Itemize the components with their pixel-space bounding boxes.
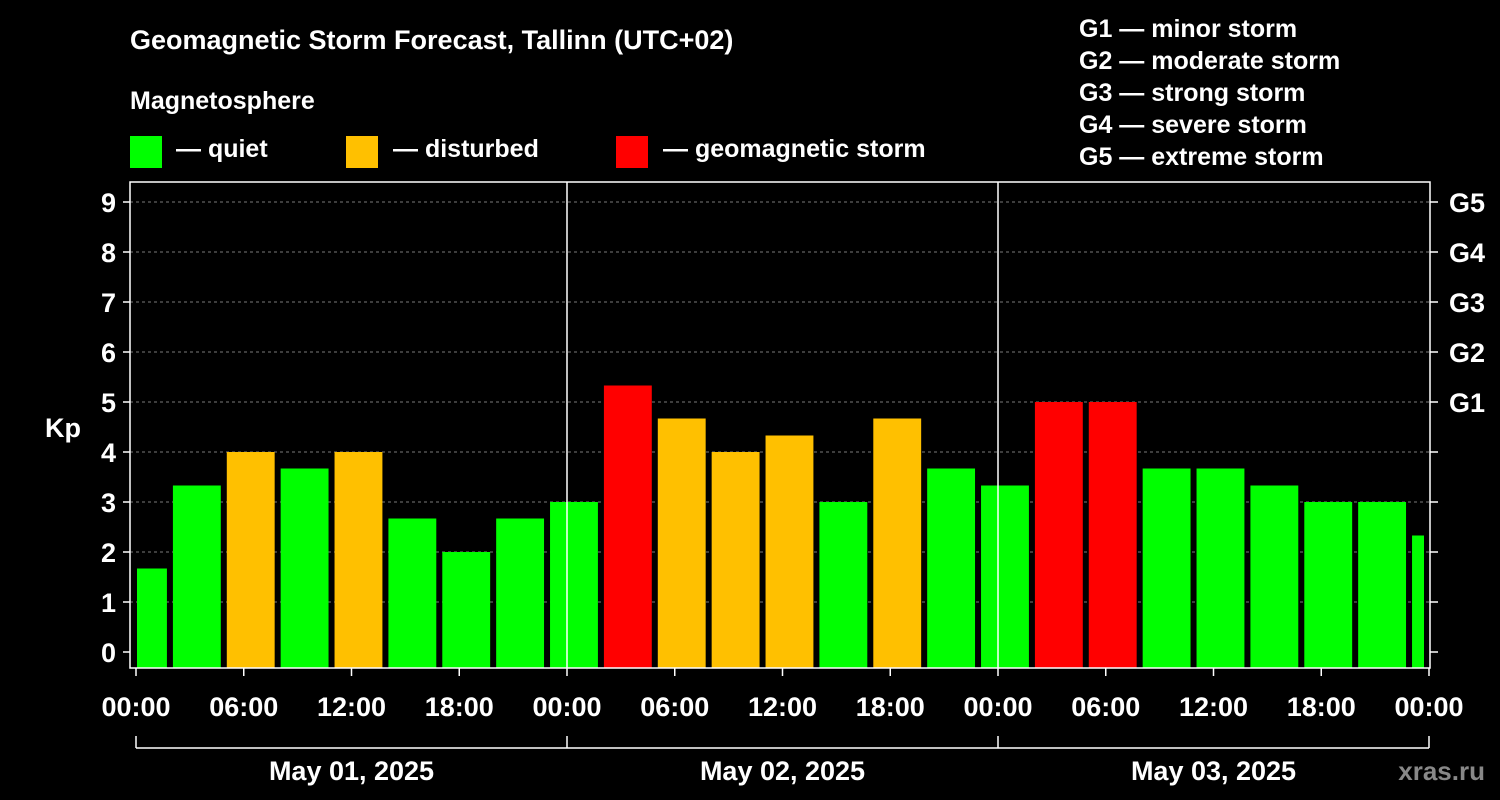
bar-24-quiet xyxy=(1412,535,1424,668)
bar-2-disturbed xyxy=(226,452,275,668)
x-tick-label-2: 12:00 xyxy=(317,692,386,722)
bar-20-quiet xyxy=(1196,468,1245,668)
x-tick-label-0: 00:00 xyxy=(101,692,170,722)
y-tick-label-5: 5 xyxy=(101,388,116,418)
x-tick-label-9: 06:00 xyxy=(1071,692,1140,722)
bar-21-quiet xyxy=(1250,485,1299,668)
y-tick-label-0: 0 xyxy=(101,638,116,668)
bar-0-quiet xyxy=(137,568,167,668)
x-tick-label-6: 12:00 xyxy=(748,692,817,722)
bar-17-storm xyxy=(1034,402,1083,668)
bars xyxy=(137,385,1424,668)
y-tick-label-4: 4 xyxy=(101,438,116,468)
storm-level-g1: G1 — minor storm xyxy=(1079,15,1297,43)
legend-title: Magnetosphere xyxy=(130,87,315,115)
right-tick-label-g4: G4 xyxy=(1449,238,1485,268)
bar-15-quiet xyxy=(927,468,976,668)
day-label-2: May 03, 2025 xyxy=(1131,756,1296,786)
y-tick-label-1: 1 xyxy=(101,588,116,618)
x-tick-label-7: 18:00 xyxy=(856,692,925,722)
right-tick-label-g3: G3 xyxy=(1449,288,1485,318)
y-tick-label-9: 9 xyxy=(101,188,116,218)
bar-3-quiet xyxy=(280,468,329,668)
x-tick-label-1: 06:00 xyxy=(209,692,278,722)
x-tick-label-8: 00:00 xyxy=(963,692,1032,722)
x-tick-label-3: 18:00 xyxy=(425,692,494,722)
bar-1-quiet xyxy=(172,485,221,668)
bar-14-disturbed xyxy=(873,418,922,668)
y-tick-label-7: 7 xyxy=(101,288,116,318)
bar-22-quiet xyxy=(1304,502,1353,668)
bar-19-quiet xyxy=(1142,468,1191,668)
bar-5-quiet xyxy=(388,518,437,668)
day-label-1: May 02, 2025 xyxy=(700,756,865,786)
x-tick-label-10: 12:00 xyxy=(1179,692,1248,722)
storm-level-g4: G4 — severe storm xyxy=(1079,111,1307,139)
bar-6-quiet xyxy=(442,552,491,668)
y-tick-label-2: 2 xyxy=(101,538,116,568)
bar-16-quiet xyxy=(981,485,1029,668)
storm-level-g2: G2 — moderate storm xyxy=(1079,47,1340,75)
bar-18-storm xyxy=(1088,402,1137,668)
legend-label-disturbed: — disturbed xyxy=(393,135,539,163)
x-tick-label-11: 18:00 xyxy=(1287,692,1356,722)
chart-title: Geomagnetic Storm Forecast, Tallinn (UTC… xyxy=(130,25,733,55)
bar-4-disturbed xyxy=(334,452,383,668)
bar-12-disturbed xyxy=(765,435,814,668)
bar-7-quiet xyxy=(496,518,545,668)
legend-swatch-quiet xyxy=(130,136,162,168)
x-tick-label-4: 00:00 xyxy=(532,692,601,722)
watermark: xras.ru xyxy=(1398,756,1485,786)
y-tick-label-8: 8 xyxy=(101,238,116,268)
y-axis-label: Kp xyxy=(45,413,81,443)
right-tick-label-g1: G1 xyxy=(1449,388,1485,418)
legend-swatch-disturbed xyxy=(346,136,378,168)
bar-9-storm xyxy=(603,385,652,668)
bar-23-quiet xyxy=(1358,502,1407,668)
header: Geomagnetic Storm Forecast, Tallinn (UTC… xyxy=(130,15,1340,171)
right-tick-label-g5: G5 xyxy=(1449,188,1485,218)
day-label-0: May 01, 2025 xyxy=(269,756,434,786)
y-tick-label-6: 6 xyxy=(101,338,116,368)
axes: 0 1 2 3 4 5 6 7 8 9 G1 G2 G3 G4 G5 00:00 06:00 12:00 18:00… xyxy=(101,181,1485,786)
bar-13-quiet xyxy=(819,502,868,668)
legend-label-quiet: — quiet xyxy=(176,135,268,163)
y-tick-label-3: 3 xyxy=(101,488,116,518)
x-tick-label-12: 00:00 xyxy=(1394,692,1463,722)
bar-8-quiet xyxy=(550,502,598,668)
right-tick-label-g2: G2 xyxy=(1449,338,1485,368)
plot-frame xyxy=(129,181,1431,669)
storm-level-g3: G3 — strong storm xyxy=(1079,79,1305,107)
bar-10-disturbed xyxy=(657,418,706,668)
legend-label-storm: — geomagnetic storm xyxy=(663,135,926,163)
bar-11-disturbed xyxy=(711,452,760,668)
legend-swatch-storm xyxy=(616,136,648,168)
x-tick-label-5: 06:00 xyxy=(640,692,709,722)
storm-level-g5: G5 — extreme storm xyxy=(1079,143,1324,171)
